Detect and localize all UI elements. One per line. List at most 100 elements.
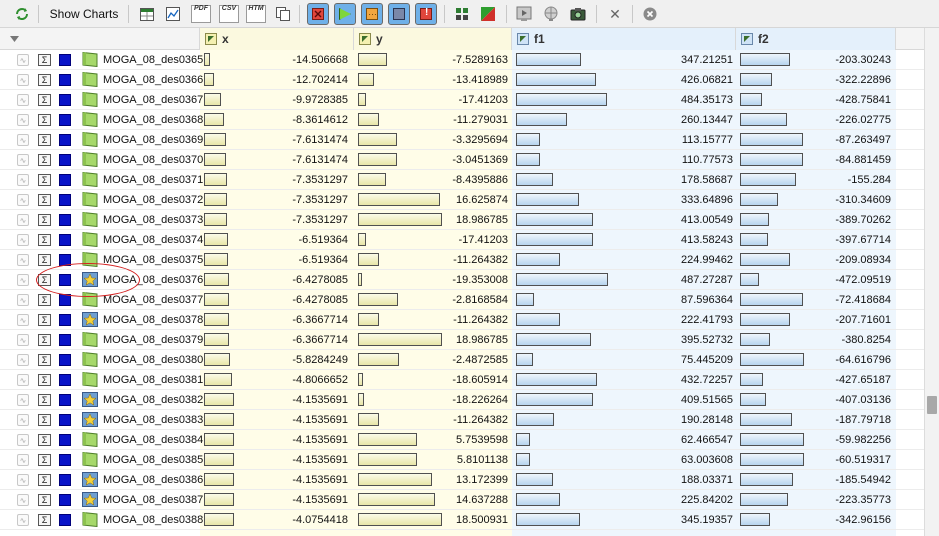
show-charts-button[interactable]: Show Charts xyxy=(48,3,120,25)
table-row[interactable]: ∿ Σ MOGA_08_des0367 -9.9728385 -17.41203 484.… xyxy=(0,90,924,110)
sigma-icon[interactable]: Σ xyxy=(38,214,51,226)
table-row[interactable]: ∿ Σ MOGA_08_des0374 -6.519364 -17.41203 413.5… xyxy=(0,230,924,250)
color-swatch[interactable] xyxy=(59,234,71,246)
sigma-icon[interactable]: Σ xyxy=(38,374,51,386)
color-swatch[interactable] xyxy=(59,474,71,486)
row-chart-icon[interactable]: ∿ xyxy=(17,354,29,366)
sigma-icon[interactable]: Σ xyxy=(38,314,51,326)
table-row[interactable]: ∿ Σ MOGA_08_des0378 -6.3667714 -11.264382 222… xyxy=(0,310,924,330)
row-chart-icon[interactable]: ∿ xyxy=(17,454,29,466)
pdf-export-icon[interactable]: PDF xyxy=(190,3,212,25)
delete-status-filter-button[interactable] xyxy=(305,3,331,25)
sigma-icon[interactable]: Σ xyxy=(38,294,51,306)
table-row[interactable]: ∿ Σ MOGA_08_des0368 -8.3614612 -11.279031 260… xyxy=(0,110,924,130)
color-swatch[interactable] xyxy=(59,434,71,446)
table-row[interactable]: ∿ Σ MOGA_08_des0382 -4.1535691 -18.226264 409… xyxy=(0,390,924,410)
vertical-scrollbar[interactable] xyxy=(924,28,939,536)
sigma-icon[interactable]: Σ xyxy=(38,414,51,426)
header-f1[interactable]: f1 xyxy=(512,28,736,50)
color-swatch[interactable] xyxy=(59,274,71,286)
color-swatch[interactable] xyxy=(59,514,71,526)
color-swatch[interactable] xyxy=(59,354,71,366)
cancel-icon[interactable] xyxy=(640,3,660,25)
table-row[interactable]: ∿ Σ MOGA_08_des0386 -4.1535691 13.172399 188.… xyxy=(0,470,924,490)
sigma-icon[interactable]: Σ xyxy=(38,234,51,246)
sigma-icon[interactable]: Σ xyxy=(38,94,51,106)
csv-export-icon[interactable]: CSV xyxy=(218,3,240,25)
table-row[interactable]: ∿ Σ MOGA_08_des0369 -7.6131474 -3.3295694 113… xyxy=(0,130,924,150)
play-design-icon[interactable] xyxy=(513,3,535,25)
header-f2[interactable]: f2 xyxy=(736,28,896,50)
row-chart-icon[interactable]: ∿ xyxy=(17,114,29,126)
row-chart-icon[interactable]: ∿ xyxy=(17,134,29,146)
color-swatch[interactable] xyxy=(59,194,71,206)
sigma-icon[interactable]: Σ xyxy=(38,114,51,126)
table-row[interactable]: ∿ Σ MOGA_08_des0384 -4.1535691 5.7539598 62.4… xyxy=(0,430,924,450)
sigma-icon[interactable]: Σ xyxy=(38,254,51,266)
table-row[interactable]: ∿ Σ MOGA_08_des0372 -7.3531297 16.625874 333.… xyxy=(0,190,924,210)
camera-icon[interactable] xyxy=(567,3,589,25)
row-chart-icon[interactable]: ∿ xyxy=(17,374,29,386)
sigma-icon[interactable]: Σ xyxy=(38,514,51,526)
color-swatch[interactable] xyxy=(59,134,71,146)
color-swatch[interactable] xyxy=(59,394,71,406)
row-chart-icon[interactable]: ∿ xyxy=(17,74,29,86)
sigma-icon[interactable]: Σ xyxy=(38,394,51,406)
color-swatch[interactable] xyxy=(59,174,71,186)
color-swatch[interactable] xyxy=(59,294,71,306)
row-chart-icon[interactable]: ∿ xyxy=(17,174,29,186)
row-chart-icon[interactable]: ∿ xyxy=(17,334,29,346)
color-swatch[interactable] xyxy=(59,414,71,426)
row-chart-icon[interactable]: ∿ xyxy=(17,394,29,406)
sigma-icon[interactable]: Σ xyxy=(38,54,51,66)
color-swatch[interactable] xyxy=(59,314,71,326)
close-icon[interactable]: ✕ xyxy=(609,5,621,22)
table-row[interactable]: ∿ Σ MOGA_08_des0377 -6.4278085 -2.8168584 87.… xyxy=(0,290,924,310)
table-row[interactable]: ∿ Σ MOGA_08_des0365 -14.506668 -7.5289163 347… xyxy=(0,50,924,70)
chart-export-icon[interactable] xyxy=(163,3,183,25)
row-chart-icon[interactable]: ∿ xyxy=(17,514,29,526)
table-row[interactable]: ∿ Σ MOGA_08_des0381 -4.8066652 -18.605914 432… xyxy=(0,370,924,390)
table-row[interactable]: ∿ Σ MOGA_08_des0387 -4.1535691 14.637288 225.… xyxy=(0,490,924,510)
copy-icon[interactable] xyxy=(273,3,293,25)
row-chart-icon[interactable]: ∿ xyxy=(17,494,29,506)
color-swatch[interactable] xyxy=(59,214,71,226)
header-expand-cell[interactable] xyxy=(0,28,200,50)
table-row[interactable]: ∿ Σ MOGA_08_des0375 -6.519364 -11.264382 224.… xyxy=(0,250,924,270)
table-row[interactable]: ∿ Σ MOGA_08_des0366 -12.702414 -13.418989 426… xyxy=(0,70,924,90)
row-chart-icon[interactable]: ∿ xyxy=(17,314,29,326)
sigma-icon[interactable]: Σ xyxy=(38,194,51,206)
row-chart-icon[interactable]: ∿ xyxy=(17,54,29,66)
row-chart-icon[interactable]: ∿ xyxy=(17,474,29,486)
chevron-down-icon[interactable] xyxy=(10,36,19,42)
color-swatch[interactable] xyxy=(59,114,71,126)
color-swatch[interactable] xyxy=(59,374,71,386)
grid-view-icon[interactable] xyxy=(452,3,472,25)
row-chart-icon[interactable]: ∿ xyxy=(17,254,29,266)
table-row[interactable]: ∿ Σ MOGA_08_des0373 -7.3531297 18.986785 413.… xyxy=(0,210,924,230)
sigma-icon[interactable]: Σ xyxy=(38,334,51,346)
sigma-icon[interactable]: Σ xyxy=(38,354,51,366)
table-icon[interactable] xyxy=(137,3,157,25)
table-row[interactable]: ∿ Σ MOGA_08_des0380 -5.8284249 -2.4872585 75.… xyxy=(0,350,924,370)
color-swatch[interactable] xyxy=(59,54,71,66)
sigma-icon[interactable]: Σ xyxy=(38,494,51,506)
row-chart-icon[interactable]: ∿ xyxy=(17,234,29,246)
row-chart-icon[interactable]: ∿ xyxy=(17,94,29,106)
table-row[interactable]: ∿ Σ MOGA_08_des0370 -7.6131474 -3.0451369 110… xyxy=(0,150,924,170)
refresh-icon[interactable] xyxy=(12,3,32,25)
color-swatch[interactable] xyxy=(59,74,71,86)
htm-export-icon[interactable]: HTM xyxy=(245,3,267,25)
row-chart-icon[interactable]: ∿ xyxy=(17,414,29,426)
row-chart-icon[interactable]: ∿ xyxy=(17,294,29,306)
sigma-icon[interactable]: Σ xyxy=(38,74,51,86)
sigma-icon[interactable]: Σ xyxy=(38,274,51,286)
color-swatch[interactable] xyxy=(59,94,71,106)
color-swatch[interactable] xyxy=(59,254,71,266)
color-swatch[interactable] xyxy=(59,334,71,346)
row-chart-icon[interactable]: ∿ xyxy=(17,194,29,206)
scrollbar-thumb[interactable] xyxy=(927,396,937,414)
color-map-icon[interactable] xyxy=(478,3,498,25)
row-chart-icon[interactable]: ∿ xyxy=(17,434,29,446)
table-row[interactable]: ∿ Σ MOGA_08_des0371 -7.3531297 -8.4395886 178… xyxy=(0,170,924,190)
